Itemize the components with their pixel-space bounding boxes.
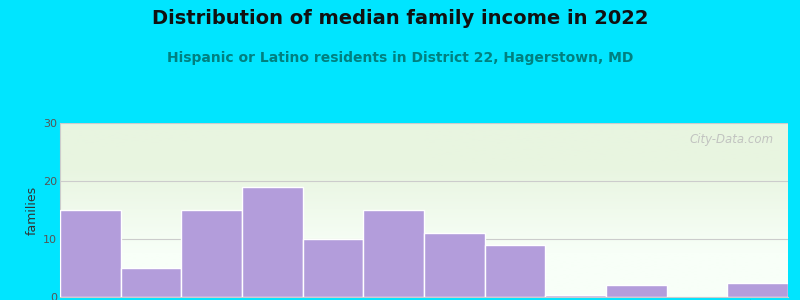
Text: Distribution of median family income in 2022: Distribution of median family income in … (152, 9, 648, 28)
Bar (363, 210, 424, 297)
Y-axis label: families: families (26, 185, 39, 235)
Bar (60, 210, 121, 297)
Bar (546, 295, 606, 297)
Bar (606, 285, 666, 297)
Bar (727, 283, 788, 297)
Bar (302, 239, 363, 297)
Bar (182, 210, 242, 297)
Text: Hispanic or Latino residents in District 22, Hagerstown, MD: Hispanic or Latino residents in District… (167, 51, 633, 65)
Text: City-Data.com: City-Data.com (690, 134, 774, 146)
Bar (424, 233, 485, 297)
Bar (485, 245, 546, 297)
Bar (242, 187, 302, 297)
Bar (121, 268, 182, 297)
